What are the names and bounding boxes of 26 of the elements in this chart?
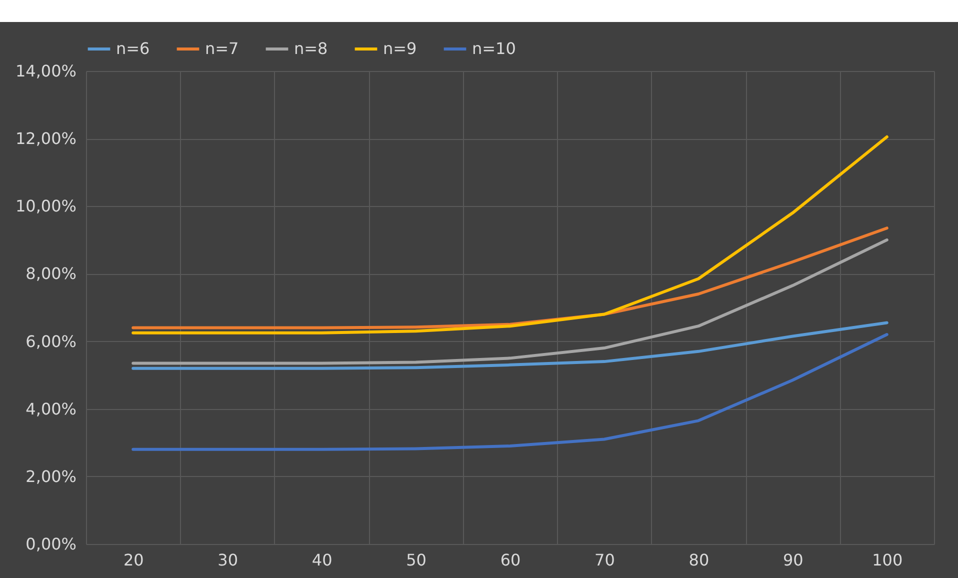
legend-label: n=10 (472, 39, 516, 58)
legend-label: n=8 (294, 39, 328, 58)
x-tick-label: 30 (218, 550, 238, 570)
x-tick-label: 70 (594, 550, 615, 570)
legend-label: n=7 (205, 39, 239, 58)
line-series (132, 333, 888, 451)
y-tick-label: 8,00% (26, 264, 76, 284)
line-series (132, 238, 888, 365)
y-tick-label: 12,00% (15, 129, 76, 148)
x-tick-label: 80 (688, 550, 710, 570)
y-tick-label: 4,00% (26, 399, 76, 418)
y-tick-label: 14,00% (15, 62, 76, 80)
legend-label: n=9 (383, 39, 417, 58)
x-tick-label: 100 (872, 550, 903, 570)
x-tick-label: 40 (312, 550, 332, 570)
y-tick-label: 10,00% (15, 196, 76, 216)
y-tick-label: 2,00% (26, 466, 76, 486)
x-tick-label: 60 (500, 550, 521, 570)
line-series (132, 321, 888, 370)
x-tick-label: 20 (123, 550, 144, 570)
legend-label: n=6 (116, 39, 150, 58)
x-tick-label: 90 (782, 550, 804, 570)
y-tick-label: 0,00% (26, 534, 76, 554)
line-series (132, 135, 888, 334)
y-tick-label: 6,00% (26, 332, 76, 351)
x-tick-label: 50 (406, 550, 426, 570)
